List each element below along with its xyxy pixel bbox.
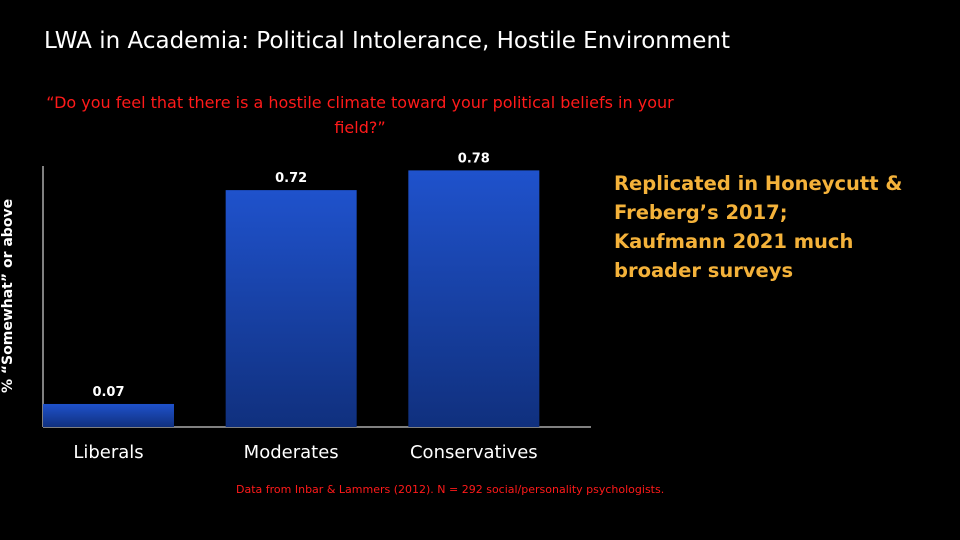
x-tick-liberals: Liberals [73,442,143,463]
x-tick-moderates: Moderates [244,442,339,463]
bars-group: 0.07 Liberals 0.72 Moderates 0.78 Conservativ… [43,151,540,463]
y-axis-label: % “Somewhat” or above [0,199,16,393]
data-label-moderates: 0.72 [275,171,307,186]
slide-title: LWA in Academia: Political Intolerance, … [44,28,731,54]
data-label-liberals: 0.07 [92,385,124,400]
bar-liberals [43,403,174,427]
x-tick-conservatives: Conservatives [410,442,538,463]
data-label-conservatives: 0.78 [458,151,490,166]
replication-note: Replicated in Honeycutt & Freberg’s 2017… [614,172,903,282]
bar-conservatives [408,170,540,427]
data-source-note: Data from Inbar & Lammers (2012). N = 29… [236,483,665,496]
survey-question: “Do you feel that there is a hostile cli… [46,93,674,137]
bar-moderates [225,190,357,427]
